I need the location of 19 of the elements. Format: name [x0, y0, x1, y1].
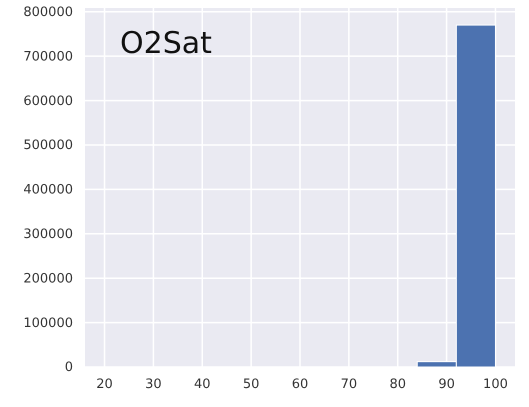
y-tick-label: 200000 [23, 271, 73, 286]
y-tick-label: 300000 [23, 226, 73, 242]
x-tick-label: 70 [340, 377, 358, 392]
x-tick-label: 60 [292, 377, 308, 392]
text: O2Sat [120, 26, 212, 61]
x-tick-label: 90 [438, 377, 455, 392]
x-tick-label: 30 [145, 377, 162, 392]
x-tick-label: 20 [96, 377, 113, 392]
x-tick-label: 50 [242, 377, 260, 392]
y-tick-label: 0 [64, 360, 73, 376]
x-tick-label: 80 [389, 377, 406, 392]
y-tick-label: 100000 [23, 316, 73, 331]
y-tick-label: 400000 [23, 182, 73, 198]
y-tick-label: 500000 [23, 138, 73, 154]
y-tick-label: 600000 [23, 94, 73, 109]
x-tick-label: 100 [483, 377, 508, 392]
y-tick-label: 800000 [23, 4, 73, 20]
x-tick-label: 40 [194, 377, 211, 392]
y-tick-label: 700000 [23, 49, 73, 64]
